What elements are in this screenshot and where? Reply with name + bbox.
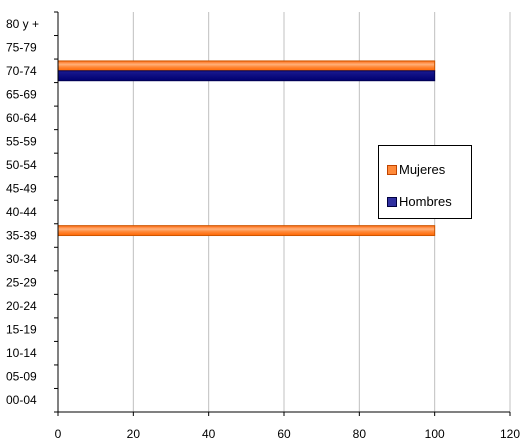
x-tick-label: 40 bbox=[202, 427, 216, 441]
y-tick-label: 40-44 bbox=[6, 205, 37, 219]
legend-swatch-hombres bbox=[387, 197, 397, 207]
y-tick-label: 30-34 bbox=[6, 252, 37, 266]
y-axis-labels: 00-04 05-09 10-14 15-19 20-24 25-29 30-34 35-39… bbox=[6, 17, 39, 407]
y-tick-label: 70-74 bbox=[6, 64, 37, 78]
y-tick-label: 65-69 bbox=[6, 87, 37, 101]
x-tick-label: 20 bbox=[127, 427, 141, 441]
legend-label-hombres: Hombres bbox=[399, 194, 452, 209]
axes bbox=[54, 11, 511, 416]
x-tick-label: 60 bbox=[277, 427, 291, 441]
y-tick-label: 45-49 bbox=[6, 181, 37, 195]
x-tick-label: 80 bbox=[353, 427, 367, 441]
y-tick-label: 80 y + bbox=[6, 17, 39, 31]
legend-item-mujeres: Mujeres bbox=[387, 162, 445, 177]
legend-label-mujeres: Mujeres bbox=[399, 162, 446, 177]
bar-mujeres-35-39 bbox=[57, 225, 436, 237]
x-tick-label: 100 bbox=[425, 427, 445, 441]
y-tick-label: 00-04 bbox=[6, 393, 37, 407]
y-tick-label: 05-09 bbox=[6, 370, 37, 384]
legend-swatch-mujeres bbox=[387, 165, 397, 175]
y-tick-label: 60-64 bbox=[6, 111, 37, 125]
y-tick-label: 50-54 bbox=[6, 158, 37, 172]
y-tick-label: 35-39 bbox=[6, 229, 37, 243]
y-tick-label: 15-19 bbox=[6, 323, 37, 337]
y-tick-label: 20-24 bbox=[6, 299, 37, 313]
y-tick-label: 55-59 bbox=[6, 134, 37, 148]
x-tick-label: 0 bbox=[55, 427, 62, 441]
x-tick-label: 120 bbox=[500, 427, 520, 441]
bar-hombres-70-74 bbox=[57, 70, 436, 82]
bar-mujeres-70-74 bbox=[57, 60, 436, 72]
y-tick-label: 10-14 bbox=[6, 346, 37, 360]
legend-item-hombres: Hombres bbox=[387, 194, 452, 209]
y-tick-label: 25-29 bbox=[6, 276, 37, 290]
y-tick-label: 75-79 bbox=[6, 40, 37, 54]
legend: Mujeres Hombres bbox=[378, 145, 472, 219]
x-axis-labels: 0 20 40 60 80 100 120 bbox=[55, 427, 521, 441]
